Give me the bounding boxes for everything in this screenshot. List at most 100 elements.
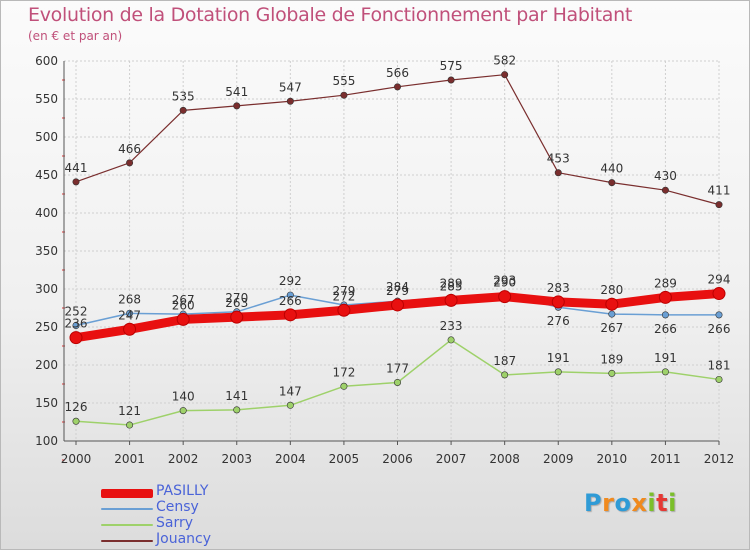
data-label-censy: 267: [600, 321, 623, 335]
data-label-sarry: 141: [225, 389, 248, 403]
x-tick-label: 2001: [114, 452, 145, 466]
data-label-censy: 279: [332, 284, 355, 298]
y-tick-label: 400: [35, 206, 58, 220]
x-tick-label: 2000: [61, 452, 92, 466]
data-label-pasilly: 260: [172, 298, 195, 312]
data-label-sarry: 187: [493, 354, 516, 368]
data-label-sarry: 233: [440, 319, 463, 333]
data-point-pasilly: [337, 303, 351, 317]
x-tick-label: 2003: [221, 452, 252, 466]
x-tick-label: 2006: [382, 452, 413, 466]
data-label-jouancy: 466: [118, 142, 141, 156]
data-point-pasilly: [551, 295, 565, 309]
data-label-jouancy: 441: [65, 161, 88, 175]
data-label-jouancy: 566: [386, 66, 409, 80]
data-label-censy: 268: [118, 292, 141, 306]
series-lines: [69, 71, 726, 429]
data-label-censy: 293: [493, 273, 516, 287]
data-label-jouancy: 440: [600, 162, 623, 176]
data-label-jouancy: 411: [708, 184, 731, 198]
data-point-jouancy: [608, 179, 616, 187]
data-point-pasilly: [712, 287, 726, 301]
data-point-jouancy: [447, 76, 455, 84]
data-label-jouancy: 535: [172, 89, 195, 103]
x-tick-label: 2011: [650, 452, 681, 466]
data-point-jouancy: [554, 169, 562, 177]
data-label-pasilly: 279: [386, 284, 409, 298]
legend-swatch: [101, 540, 153, 542]
data-point-sarry: [661, 368, 669, 376]
y-tick-label: 150: [35, 396, 58, 410]
x-tick-label: 2002: [168, 452, 199, 466]
data-label-censy: 276: [547, 314, 570, 328]
data-point-jouancy: [393, 83, 401, 91]
data-point-jouancy: [340, 91, 348, 99]
data-label-censy: 267: [172, 293, 195, 307]
y-tick-label: 300: [35, 282, 58, 296]
legend-swatch: [101, 488, 153, 498]
data-label-sarry: 189: [600, 352, 623, 366]
data-point-censy: [72, 321, 80, 329]
legend-swatch: [101, 508, 153, 510]
data-point-pasilly: [176, 312, 190, 326]
data-label-sarry: 126: [65, 400, 88, 414]
y-tick-label: 250: [35, 320, 58, 334]
data-point-pasilly: [230, 310, 244, 324]
data-point-jouancy: [72, 178, 80, 186]
chart-title: Evolution de la Dotation Globale de Fonc…: [28, 4, 633, 26]
data-point-sarry: [286, 401, 294, 409]
x-tick-label: 2005: [329, 452, 360, 466]
y-tick-label: 100: [35, 434, 58, 448]
legend-label: PASILLY: [156, 483, 209, 499]
data-point-pasilly: [444, 293, 458, 307]
data-point-pasilly: [283, 308, 297, 322]
data-point-pasilly: [69, 331, 83, 345]
data-label-jouancy: 575: [440, 59, 463, 73]
y-tick-label: 600: [35, 54, 58, 68]
data-label-censy: 292: [279, 274, 302, 288]
x-tick-label: 2009: [543, 452, 574, 466]
data-point-sarry: [393, 378, 401, 386]
data-label-jouancy: 582: [493, 54, 516, 68]
data-label-pasilly: 283: [547, 281, 570, 295]
data-point-pasilly: [605, 297, 619, 311]
data-label-pasilly: 280: [600, 283, 623, 297]
data-label-censy: 266: [654, 322, 677, 336]
data-point-pasilly: [498, 290, 512, 304]
data-label-jouancy: 453: [547, 152, 570, 166]
data-point-censy: [286, 291, 294, 299]
grid-lines: [64, 60, 720, 442]
data-label-sarry: 177: [386, 361, 409, 375]
x-tick-label: 2012: [704, 452, 735, 466]
chart-subtitle: (en € et par an): [28, 29, 123, 43]
data-label-pasilly: 236: [65, 317, 88, 331]
data-label-sarry: 191: [654, 351, 677, 365]
data-point-jouancy: [715, 201, 723, 209]
data-label-censy: 289: [440, 276, 463, 290]
data-point-pasilly: [123, 322, 137, 336]
data-label-pasilly: 247: [118, 308, 141, 322]
x-tick-label: 2008: [489, 452, 520, 466]
legend-swatch: [101, 524, 153, 526]
y-tick-label: 450: [35, 168, 58, 182]
data-label-censy: 270: [225, 291, 248, 305]
data-label-pasilly: 263: [225, 296, 248, 310]
data-point-sarry: [501, 371, 509, 379]
data-point-sarry: [447, 336, 455, 344]
data-label-jouancy: 541: [225, 85, 248, 99]
x-tick-label: 2007: [436, 452, 467, 466]
data-point-sarry: [715, 375, 723, 383]
axes: 100 150 200 250 300 350 400 450 500 550 600 2000 200…: [35, 54, 734, 466]
data-point-sarry: [72, 417, 80, 425]
data-point-sarry: [608, 369, 616, 377]
data-point-jouancy: [126, 159, 134, 167]
x-tick-label: 2010: [597, 452, 628, 466]
data-label-pasilly: 290: [493, 276, 516, 290]
data-label-sarry: 140: [172, 390, 195, 404]
data-label-pasilly: 285: [440, 279, 463, 293]
proxiti-logo: Proxiti: [584, 489, 677, 517]
data-label-censy: 266: [708, 322, 731, 336]
data-point-jouancy: [286, 97, 294, 105]
data-label-jouancy: 547: [279, 80, 302, 94]
